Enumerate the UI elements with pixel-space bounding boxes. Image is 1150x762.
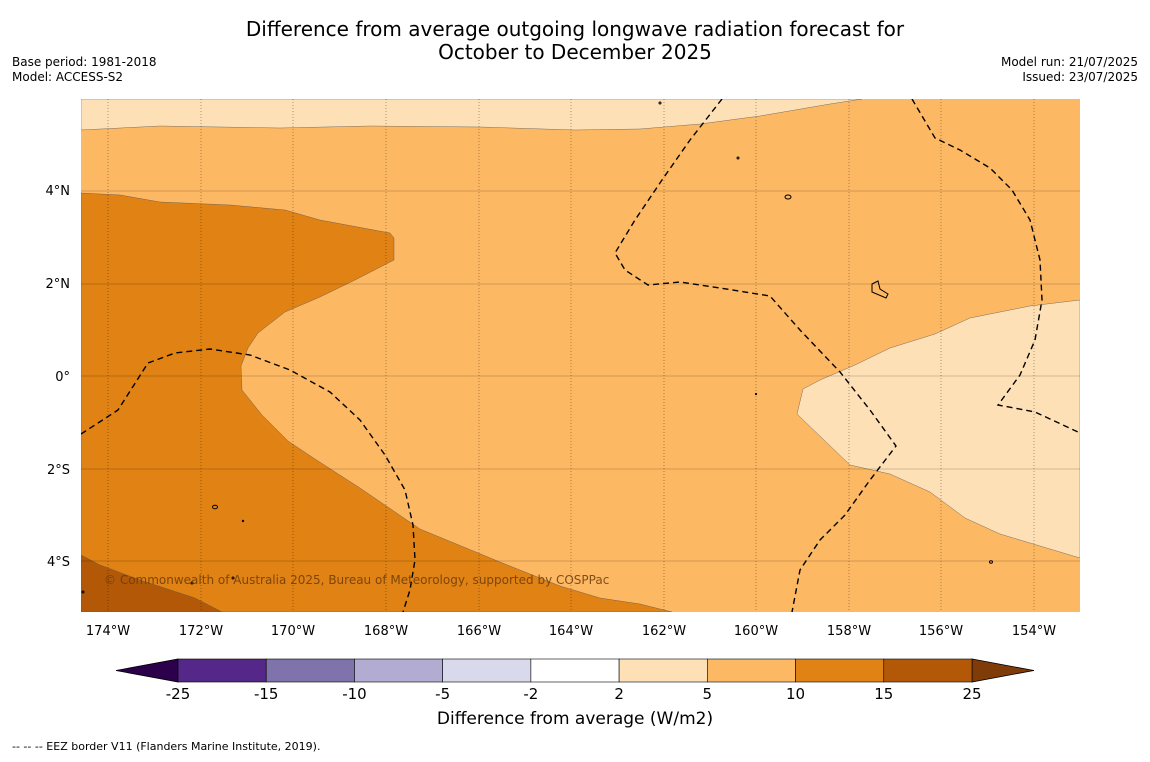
island-marker [81,590,85,594]
lon-label: 156°W [919,624,963,639]
colorbar-tick-label: -15 [254,685,279,703]
meta-right: Model run: 21/07/2025 Issued: 23/07/2025 [1001,55,1138,85]
lon-label: 170°W [271,624,315,639]
map-title: Difference from average outgoing longwav… [0,18,1150,64]
colorbar-tick-label: -5 [435,685,450,703]
colorbar-tick-label: 5 [703,685,713,703]
longitude-labels: 174°W 172°W 170°W 168°W 166°W 164°W 162°… [86,624,1056,639]
title-line-2: October to December 2025 [438,40,712,64]
island-marker [241,519,245,523]
island-marker [658,101,662,105]
issued-date: Issued: 23/07/2025 [1022,70,1138,84]
island-marker [754,392,758,396]
meta-left: Base period: 1981-2018 Model: ACCESS-S2 [12,55,157,85]
colorbar-tick-label: 25 [962,685,981,703]
eez-border-west [81,348,416,612]
colorbar: -25 -15 -10 -5 -2 2 5 10 15 25 [115,658,1035,703]
title-line-1: Difference from average outgoing longwav… [245,17,905,41]
anomaly-2-5-east-region [796,299,1080,559]
colorbar-label: Difference from average (W/m2) [436,709,714,729]
islands [81,101,993,594]
colorbar-tick-label: -25 [166,685,191,703]
eez-border-east [911,99,1079,433]
island-marker [231,576,235,580]
lon-label: 168°W [364,624,408,639]
map-plot-area: © Commonwealth of Australia 2025, Bureau… [81,99,1080,612]
base-period: Base period: 1981-2018 [12,55,157,69]
island-marker [989,560,993,564]
anomaly-2-5-top-strip [81,99,863,131]
lat-label: 0° [55,370,70,385]
colorbar-segment [177,658,267,683]
lon-label: 160°W [734,624,778,639]
colorbar-tick-label: -10 [342,685,367,703]
colorbar-tick-label: -2 [523,685,538,703]
copyright-notice: © Commonwealth of Australia 2025, Bureau… [104,573,609,587]
colorbar-segment [795,658,885,683]
anomaly-10-15-west-region [81,192,673,612]
eez-borders [81,99,1079,612]
colorbar-segment [618,658,708,683]
island-marker [871,280,889,299]
colorbar-segment [442,658,532,683]
footer-note: -- -- -- EEZ border V11 (Flanders Marine… [12,740,321,753]
anomaly-15-25-corner [81,554,223,612]
lon-label: 172°W [179,624,223,639]
colorbar-tick-label: 15 [874,685,893,703]
latitude-gridlines [81,190,1080,562]
island-marker [784,194,792,200]
colorbar-over-extend [971,658,1035,683]
model-run: Model run: 21/07/2025 [1000,55,1138,69]
colorbar-segment [265,658,355,683]
colorbar-segment [530,658,620,683]
lon-label: 158°W [827,624,871,639]
eez-border-central [614,99,897,612]
island-marker [190,581,194,585]
island-marker [212,504,218,510]
colorbar-segment [707,658,796,683]
lat-label: 4°N [46,184,71,199]
colorbar-under-extend [115,658,179,683]
lat-label: 4°S [47,555,70,570]
colorbar-segment [354,658,443,683]
island-marker [736,156,740,160]
colorbar-tick-label: 2 [614,685,624,703]
lon-label: 154°W [1012,624,1056,639]
latitude-labels: 4°N 2°N 0° 2°S 4°S [46,184,71,570]
lon-label: 162°W [642,624,686,639]
lon-label: 164°W [549,624,593,639]
lat-label: 2°S [47,463,70,478]
model-name: Model: ACCESS-S2 [12,70,124,84]
colorbar-segment [883,658,973,683]
lon-label: 166°W [457,624,501,639]
lat-label: 2°N [46,277,71,292]
lon-label: 174°W [86,624,130,639]
colorbar-tick-label: 10 [786,685,805,703]
